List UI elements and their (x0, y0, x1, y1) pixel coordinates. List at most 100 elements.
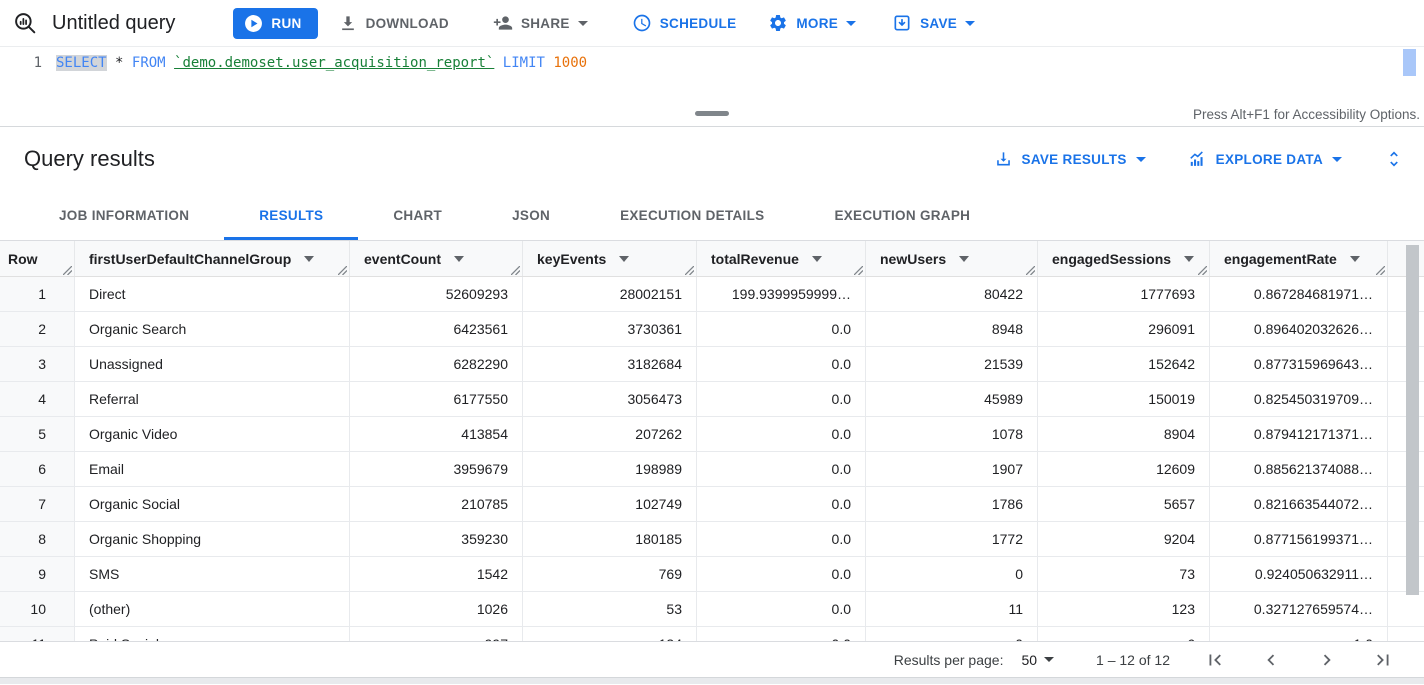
column-label: keyEvents (537, 250, 607, 267)
cell-firstUserDefaultChannelGroup: Organic Search (75, 312, 350, 346)
cell-Row: 10 (0, 592, 75, 626)
cell-engagementRate: 0.885621374088… (1210, 452, 1388, 486)
cell-keyEvents: 3182684 (523, 347, 697, 381)
cell-keyEvents: 102749 (523, 487, 697, 521)
cell-newUsers: 1907 (866, 452, 1038, 486)
person-add-icon (493, 13, 513, 33)
sql-code-line[interactable]: SELECT * FROM `demo.demoset.user_acquisi… (56, 47, 587, 104)
tab-job-information[interactable]: JOB INFORMATION (59, 208, 190, 223)
column-menu-caret-icon[interactable] (454, 255, 464, 262)
column-label: totalRevenue (711, 250, 799, 267)
horizontal-scrollbar-track[interactable] (0, 677, 1424, 684)
explore-data-label: EXPLORE DATA (1215, 151, 1323, 167)
panel-resize-handle[interactable] (695, 111, 729, 116)
column-menu-caret-icon[interactable] (304, 255, 315, 262)
table-body: 1 Direct 52609293 28002151 199.9399959999… 80… (0, 277, 1424, 641)
cell-firstUserDefaultChannelGroup: Organic Social (75, 487, 350, 521)
chevron-down-icon (1332, 156, 1342, 162)
chevron-down-icon (846, 20, 857, 26)
cell-engagementRate: 0.879412171371… (1210, 417, 1388, 451)
cell-newUsers: 1786 (866, 487, 1038, 521)
column-resize-grip-icon[interactable] (510, 265, 521, 276)
cell-Row: 2 (0, 312, 75, 346)
tab-execution-details[interactable]: EXECUTION DETAILS (620, 208, 765, 223)
cell-eventCount: 1542 (350, 557, 523, 591)
next-page-button[interactable] (1316, 649, 1338, 671)
column-menu-caret-icon[interactable] (811, 255, 822, 262)
column-menu-caret-icon[interactable] (1349, 255, 1360, 262)
unfold-more-icon[interactable] (1384, 149, 1404, 169)
column-resize-grip-icon[interactable] (853, 265, 864, 276)
column-header-keyEvents: keyEvents (523, 241, 697, 276)
column-resize-grip-icon[interactable] (337, 265, 348, 276)
run-button-label: RUN (271, 15, 302, 31)
share-button[interactable]: SHARE (493, 13, 588, 33)
cell-engagedSessions: 73 (1038, 557, 1210, 591)
previous-page-button[interactable] (1260, 649, 1282, 671)
table-row: 11Paid Social9971340.0061.0 (0, 627, 1424, 641)
sql-editor[interactable]: 1 SELECT * FROM `demo.demoset.user_acqui… (0, 47, 1424, 104)
last-page-button[interactable] (1372, 649, 1394, 671)
sql-limit-value: 1000 (553, 55, 588, 71)
tab-chart[interactable]: CHART (393, 208, 443, 223)
cell-Row: 6 (0, 452, 75, 486)
column-resize-grip-icon[interactable] (1375, 265, 1386, 276)
cell-Row: 8 (0, 522, 75, 556)
chevron-down-icon (577, 20, 588, 26)
tab-json[interactable]: JSON (512, 208, 551, 223)
cell-newUsers: 8948 (866, 312, 1038, 346)
run-button[interactable]: RUN (233, 7, 318, 39)
cell-firstUserDefaultChannelGroup: Direct (75, 277, 350, 311)
sql-keyword-from: FROM (131, 55, 166, 71)
cell-totalRevenue: 0.0 (697, 487, 866, 521)
cell-keyEvents: 180185 (523, 522, 697, 556)
query-magnifier-icon (12, 10, 38, 36)
sql-table-reference[interactable]: `demo.demoset.user_acquisition_report` (174, 55, 495, 71)
cell-eventCount: 210785 (350, 487, 523, 521)
column-resize-grip-icon[interactable] (1025, 265, 1036, 276)
explore-data-button[interactable]: EXPLORE DATA (1174, 150, 1356, 169)
cell-eventCount: 52609293 (350, 277, 523, 311)
more-button[interactable]: MORE (768, 13, 857, 33)
save-results-button[interactable]: SAVE RESULTS (980, 150, 1160, 169)
schedule-button[interactable]: SCHEDULE (632, 13, 737, 33)
tab-results[interactable]: RESULTS (224, 191, 359, 240)
sql-star: * (115, 55, 124, 71)
cell-engagedSessions: 5657 (1038, 487, 1210, 521)
save-button[interactable]: SAVE (892, 13, 976, 33)
page-size-select[interactable]: 50 (1021, 652, 1055, 668)
page-range-label: 1 – 12 of 12 (1096, 651, 1170, 668)
cell-totalRevenue: 0.0 (697, 592, 866, 626)
play-circle-icon (244, 14, 263, 33)
column-menu-caret-icon[interactable] (959, 255, 970, 262)
cell-firstUserDefaultChannelGroup: Unassigned (75, 347, 350, 381)
cell-eventCount: 3959679 (350, 452, 523, 486)
download-button[interactable]: DOWNLOAD (338, 13, 449, 33)
cell-keyEvents: 769 (523, 557, 697, 591)
cell-Row: 7 (0, 487, 75, 521)
download-icon (338, 13, 358, 33)
first-page-button[interactable] (1204, 649, 1226, 671)
table-row: 10 (other) 1026 53 0.0 11 123 0.327127659574… (0, 592, 1424, 627)
download-tray-icon (994, 150, 1013, 169)
cell-keyEvents: 53 (523, 592, 697, 626)
table-row: 5 Organic Video 413854 207262 0.0 1078 8904 0.8… (0, 417, 1424, 452)
column-resize-grip-icon[interactable] (1197, 265, 1208, 276)
column-menu-caret-icon[interactable] (1184, 255, 1195, 262)
cell-totalRevenue: 199.9399959999… (697, 277, 866, 311)
cell-keyEvents: 3056473 (523, 382, 697, 416)
column-label: engagedSessions (1052, 250, 1172, 267)
cell-Row: 4 (0, 382, 75, 416)
column-header-totalRevenue: totalRevenue (697, 241, 866, 276)
download-button-label: DOWNLOAD (365, 15, 449, 31)
cell-engagedSessions: 123 (1038, 592, 1210, 626)
column-menu-caret-icon[interactable] (619, 255, 630, 262)
results-table: Row firstUserDefaultChannelGroup eventCoun… (0, 241, 1424, 641)
column-resize-grip-icon[interactable] (684, 265, 695, 276)
editor-vertical-scrollbar[interactable] (1403, 49, 1416, 76)
table-vertical-scrollbar[interactable] (1406, 245, 1419, 595)
cell-Row: 3 (0, 347, 75, 381)
column-resize-grip-icon[interactable] (62, 265, 73, 276)
tab-execution-graph[interactable]: EXECUTION GRAPH (834, 208, 971, 223)
column-header-Row: Row (0, 241, 75, 276)
